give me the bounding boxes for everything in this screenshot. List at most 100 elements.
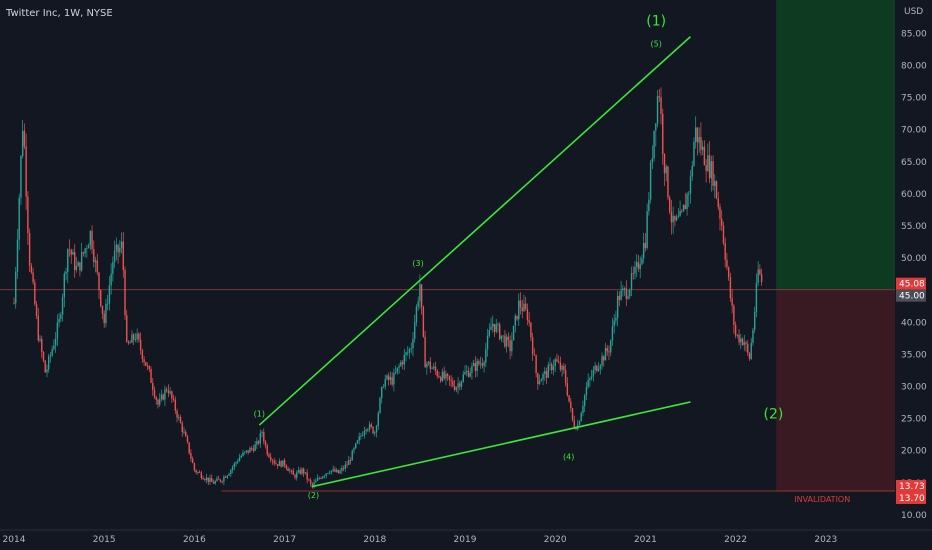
- candle-body: [197, 472, 199, 473]
- x-tick-label: 2021: [634, 535, 657, 545]
- candle-body: [68, 249, 71, 251]
- price-badges: 45.08 45.00 13.73 13.70: [896, 277, 926, 504]
- candle-body: [219, 479, 222, 482]
- candle-body: [27, 196, 29, 234]
- wave-labels: (1) (2) (3) (4) (5) (1) (2) INVALIDATION: [254, 14, 851, 504]
- candle-body: [296, 472, 298, 478]
- candle-body: [398, 365, 400, 368]
- candle-body: [21, 130, 24, 157]
- candle-body: [257, 441, 260, 444]
- candle-body: [596, 365, 598, 371]
- candle-body: [483, 362, 485, 366]
- candle-body: [698, 136, 700, 143]
- candle-body: [191, 458, 194, 464]
- candle-body: [615, 317, 617, 321]
- x-tick-label: 2016: [183, 535, 206, 545]
- candle-body: [320, 478, 322, 479]
- candle-body: [216, 478, 218, 482]
- candle-body: [152, 382, 154, 391]
- candle-body: [244, 451, 246, 453]
- candle-body: [80, 252, 83, 271]
- candle-body: [578, 421, 581, 425]
- candle-body: [639, 264, 641, 270]
- candle-body: [599, 365, 601, 369]
- candle-body: [601, 356, 603, 366]
- candle-body: [757, 269, 759, 283]
- candle-body: [160, 394, 163, 399]
- candle-body: [221, 481, 223, 483]
- candle-body: [302, 468, 305, 474]
- candle-body: [544, 371, 546, 374]
- candle-body: [41, 338, 43, 353]
- price-badge-bg: [896, 277, 926, 290]
- candle-body: [738, 334, 740, 343]
- candle-body: [16, 239, 19, 272]
- candle-body: [100, 290, 102, 306]
- candle-body: [368, 424, 371, 430]
- candle-body: [74, 252, 76, 271]
- candle-body: [467, 370, 470, 377]
- candle-body: [436, 370, 438, 377]
- candle-body: [400, 362, 402, 366]
- candle-body: [412, 338, 414, 349]
- candle-body: [75, 266, 78, 271]
- candle-body: [205, 477, 208, 480]
- candle-body: [511, 340, 513, 352]
- candle-body: [674, 215, 676, 221]
- candle-body: [672, 215, 674, 223]
- price-badge: 13.73: [899, 482, 925, 492]
- candle-body: [518, 300, 520, 320]
- candle-body: [745, 342, 747, 344]
- candle-body: [519, 300, 522, 308]
- price-badge: 13.70: [899, 494, 925, 504]
- candle-body: [211, 478, 213, 482]
- time-axis[interactable]: 2014 2015 2016 2017 2018 2019 2020 2021 2022 2023: [0, 529, 932, 545]
- candle-body: [389, 377, 392, 380]
- candle-body: [587, 379, 589, 388]
- candle-body: [339, 470, 341, 474]
- candle-body: [681, 211, 683, 212]
- candle-body: [530, 322, 532, 338]
- candle-body: [743, 342, 745, 345]
- candle-body: [82, 252, 85, 254]
- candle-body: [464, 372, 466, 375]
- candle-body: [311, 483, 314, 486]
- candle-body: [478, 361, 480, 365]
- wave-label-4: (5): [651, 39, 662, 48]
- candle-body: [712, 161, 714, 186]
- wave-label-2: (3): [412, 259, 423, 268]
- candle-body: [119, 247, 121, 253]
- candle-body: [375, 425, 378, 433]
- candle-body: [342, 468, 345, 469]
- candle-body: [42, 352, 45, 361]
- candle-body: [186, 436, 189, 443]
- candle-body: [332, 469, 334, 471]
- candle-body: [492, 323, 494, 327]
- price-axis[interactable]: USD 85.00 80.00 75.00 70.00 65.00 60.00 55.00 50…: [895, 0, 932, 530]
- candle-body: [545, 371, 548, 378]
- candle-body: [77, 262, 79, 267]
- candle-body: [363, 431, 366, 436]
- candle-body: [533, 354, 536, 356]
- candle-body: [377, 413, 379, 426]
- candle-body: [204, 479, 206, 481]
- candle-body: [185, 431, 187, 437]
- candle-body: [485, 349, 487, 363]
- candle-body: [190, 453, 192, 459]
- candle-body: [367, 429, 369, 431]
- candle-body: [629, 289, 631, 297]
- candle-body: [613, 320, 615, 327]
- candle-body: [531, 337, 534, 355]
- price-axis-bg: [895, 0, 932, 530]
- candle-body: [622, 288, 624, 291]
- candle-body: [627, 296, 629, 299]
- candle-body: [413, 322, 416, 339]
- y-tick-label: 60.00: [901, 190, 927, 200]
- candle-body: [308, 479, 310, 481]
- candle-body: [387, 375, 390, 380]
- candle-body: [155, 397, 157, 400]
- candle-body: [710, 161, 713, 179]
- candle-body: [590, 376, 593, 379]
- candle-body: [630, 273, 633, 290]
